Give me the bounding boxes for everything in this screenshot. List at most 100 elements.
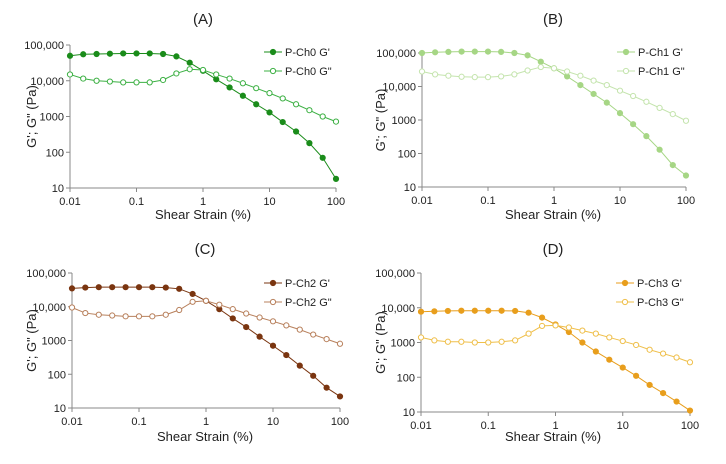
x-tick-label: 0.1 — [481, 420, 496, 432]
legend-label: P-Ch3 G" — [637, 297, 684, 309]
x-tick-label: 100 — [677, 195, 695, 207]
data-point — [95, 284, 102, 291]
y-tick-label: 10,000 — [381, 303, 415, 315]
data-point — [239, 92, 246, 99]
data-point — [159, 50, 167, 58]
data-point — [310, 331, 317, 338]
x-tick-label: 10 — [267, 416, 279, 428]
legend-marker — [622, 48, 630, 56]
data-point — [431, 308, 438, 315]
data-point — [106, 78, 113, 85]
data-point — [213, 71, 220, 78]
data-point — [253, 85, 260, 92]
data-point — [418, 49, 426, 57]
data-point — [68, 304, 76, 311]
data-point — [458, 48, 465, 55]
y-tick-label: 100 — [397, 372, 415, 384]
data-point — [458, 307, 465, 314]
x-tick-label: 0.1 — [129, 196, 144, 208]
data-point — [550, 65, 558, 72]
legend-marker — [269, 67, 277, 75]
data-point — [592, 348, 599, 355]
legend-marker — [269, 298, 277, 306]
y-tick-label: 1000 — [42, 336, 66, 348]
data-point — [109, 284, 116, 291]
x-tick-label: 100 — [681, 420, 699, 432]
data-point — [485, 339, 492, 346]
y-tick-label: 100,000 — [26, 268, 66, 280]
data-point — [656, 146, 663, 153]
data-point — [186, 59, 193, 66]
data-point — [444, 338, 451, 345]
data-point — [146, 50, 153, 57]
x-tick-label: 10 — [617, 420, 629, 432]
data-point — [471, 48, 478, 55]
x-tick-label: 0.1 — [131, 416, 146, 428]
data-point — [606, 334, 613, 341]
data-point — [417, 308, 425, 315]
data-point — [269, 342, 277, 349]
y-tick-label: 1000 — [391, 338, 415, 350]
panel-b: (B) 10 100 1000 10,000 100,000 0.01 0.1 1 10 100 Sh… — [373, 11, 695, 222]
data-point — [445, 48, 452, 55]
data-point — [592, 330, 599, 337]
data-point — [524, 52, 531, 59]
data-point — [484, 48, 492, 55]
x-tick-label: 1 — [203, 416, 209, 428]
data-point — [283, 322, 290, 329]
data-point — [146, 79, 153, 86]
data-point — [199, 66, 207, 74]
data-point — [296, 326, 303, 333]
data-point — [579, 339, 586, 346]
data-point — [159, 76, 167, 84]
data-point — [458, 73, 465, 80]
data-point — [525, 309, 532, 316]
data-point — [524, 67, 531, 74]
data-point — [471, 74, 478, 81]
data-point — [471, 307, 478, 314]
data-point — [332, 118, 340, 125]
legend-label: P-Ch1 G" — [638, 66, 685, 78]
panel-c: (C) 10 100 1000 10,000 100,000 0.01 0.1 1 10 100 Sh… — [24, 241, 349, 444]
data-point — [659, 389, 667, 397]
y-tick-label: 100,000 — [24, 40, 64, 52]
data-point — [646, 346, 653, 353]
y-tick-label: 10,000 — [32, 302, 66, 314]
data-point — [243, 310, 250, 317]
data-point — [173, 53, 180, 60]
data-point — [538, 314, 546, 321]
x-tick-label: 0.01 — [410, 420, 431, 432]
data-point — [266, 109, 273, 116]
data-point — [498, 73, 505, 80]
data-point — [603, 99, 610, 106]
data-point — [120, 79, 127, 86]
data-point — [106, 50, 113, 57]
data-point — [239, 80, 246, 87]
data-point — [256, 314, 263, 321]
y-tick-label: 10 — [403, 407, 415, 419]
y-tick-label: 100 — [398, 149, 416, 161]
data-point — [202, 297, 210, 304]
data-point — [538, 322, 546, 330]
data-point — [292, 128, 300, 135]
legend-marker — [622, 67, 630, 75]
series-loss-modulus — [418, 63, 690, 124]
data-point — [646, 381, 653, 389]
data-point — [552, 322, 559, 329]
data-point — [82, 284, 89, 291]
y-tick-label: 100 — [48, 369, 66, 381]
y-tick-label: 1000 — [40, 112, 64, 124]
x-tick-label: 10 — [614, 195, 626, 207]
x-tick-label: 0.1 — [480, 195, 495, 207]
legend-marker — [621, 279, 629, 287]
series-loss-modulus — [417, 322, 694, 366]
x-tick-label: 100 — [331, 416, 349, 428]
data-point — [319, 154, 326, 161]
data-point — [149, 284, 156, 291]
data-point — [537, 63, 544, 71]
data-point — [633, 372, 640, 379]
data-point — [590, 77, 597, 84]
data-point — [95, 311, 102, 318]
data-point — [226, 84, 233, 91]
data-point — [537, 58, 544, 65]
